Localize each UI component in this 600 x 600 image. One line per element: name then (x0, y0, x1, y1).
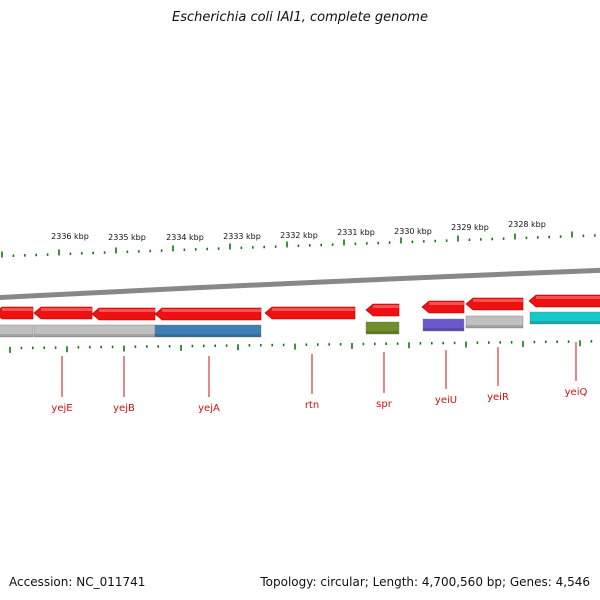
cog-bar (529, 311, 600, 325)
cog-bar-shade (0, 334, 33, 337)
kbp-label: 2331 kbp (337, 228, 375, 237)
gene-label-yeiQ: yeiQ (565, 387, 588, 398)
cog-bar (465, 315, 524, 329)
cog-bar (422, 318, 465, 332)
gene-label-yejA: yejA (198, 403, 220, 414)
kbp-label: 2328 kbp (508, 220, 546, 229)
gene-arrow-highlight (2, 308, 33, 311)
kbp-label: 2329 kbp (451, 223, 489, 232)
gene-label-spr: spr (376, 399, 393, 410)
cog-bar-shade (466, 325, 523, 328)
kbp-label: 2335 kbp (108, 233, 146, 242)
gene-arrow-highlight (373, 305, 399, 308)
gene-label-yeiR: yeiR (487, 392, 509, 403)
cog-bar-track (0, 311, 600, 338)
kbp-label: 2333 kbp (223, 232, 261, 241)
kbp-scale-labels: 2336 kbp 2335 kbp 2334 kbp 2333 kbp 2332 kbp… (51, 220, 546, 242)
gene-label-group: yejE yejB yejA rtn spr yeiU yeiR yeiQ (51, 342, 587, 414)
gene-label-yejB: yejB (113, 403, 135, 414)
gene-label-yejE: yejE (51, 403, 72, 414)
backbone-line (0, 267, 600, 300)
cog-bar-shade (530, 321, 600, 324)
kbp-label: 2330 kbp (394, 227, 432, 236)
gene-arrow-track (0, 294, 600, 321)
topology-summary-text: Topology: circular; Length: 4,700,560 bp… (260, 575, 590, 589)
gene-arrow-highlight (473, 299, 523, 302)
gene-arrow-highlight (536, 296, 600, 299)
accession-text: Accession: NC_011741 (9, 575, 146, 589)
gene-label-yeiU: yeiU (435, 395, 457, 406)
genome-title: Escherichia coli IAI1, complete genome (172, 10, 428, 25)
kbp-label: 2336 kbp (51, 232, 89, 241)
cog-bar-shade (366, 331, 399, 334)
cog-bar-shade (423, 328, 464, 331)
gene-arrow-highlight (41, 308, 92, 311)
gene-label-rtn: rtn (305, 400, 319, 411)
cog-bar-shade (34, 334, 155, 337)
gene-arrow-highlight (99, 309, 155, 312)
kbp-label: 2332 kbp (280, 231, 318, 240)
gene-arrow-highlight (162, 309, 261, 312)
gene-arrow-highlight (429, 302, 464, 305)
gene-arrow-highlight (272, 308, 355, 311)
cog-bar (154, 324, 262, 338)
cog-bar (0, 324, 34, 338)
bottom-tick-row (9, 340, 593, 353)
top-tick-row (1, 231, 596, 258)
cog-bar-shade (155, 334, 261, 337)
kbp-label: 2334 kbp (166, 233, 204, 242)
cog-bar (365, 321, 400, 335)
